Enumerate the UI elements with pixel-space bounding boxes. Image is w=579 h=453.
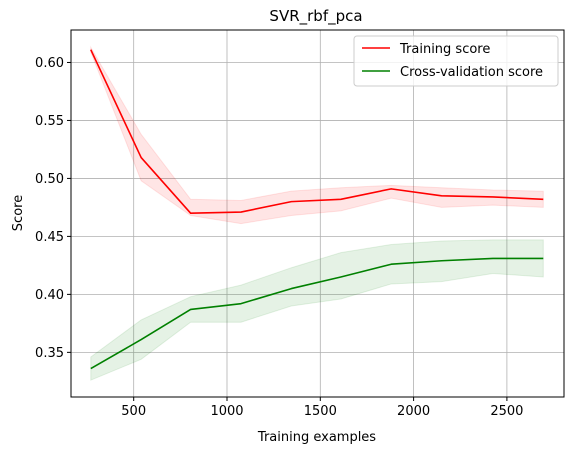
legend-box bbox=[353, 35, 559, 87]
y-tick-label: 0.45 bbox=[35, 230, 64, 245]
x-tick-label: 1500 bbox=[304, 404, 337, 419]
x-tick-label: 2500 bbox=[490, 404, 523, 419]
legend-label-training: Training score bbox=[399, 42, 490, 57]
chart-title: SVR_rbf_pca bbox=[269, 7, 362, 26]
training-score-band bbox=[90, 45, 544, 225]
y-axis-label: Score bbox=[11, 195, 26, 231]
axis-ticks: 500 1000 1500 2000 2500 0.35 0.40 0.45 0.50 0.55 0… bbox=[35, 56, 523, 419]
cross-validation-score-band bbox=[90, 239, 544, 381]
y-tick-label: 0.40 bbox=[35, 288, 64, 303]
x-tick-label: 500 bbox=[121, 404, 146, 419]
plot-frame bbox=[70, 29, 565, 398]
x-tick-label: 2000 bbox=[397, 404, 430, 419]
cross-validation-score-line bbox=[90, 257, 544, 370]
x-tick-label: 1000 bbox=[210, 404, 243, 419]
grid bbox=[71, 30, 564, 397]
confidence-bands bbox=[90, 45, 544, 381]
y-tick-label: 0.35 bbox=[35, 346, 64, 361]
training-score-line bbox=[90, 49, 544, 215]
y-tick-label: 0.60 bbox=[35, 56, 64, 71]
y-tick-label: 0.55 bbox=[35, 114, 64, 129]
y-tick-label: 0.50 bbox=[35, 172, 64, 187]
legend: Training score Cross-validation score bbox=[353, 35, 559, 87]
series-lines bbox=[90, 49, 544, 370]
legend-label-cross-validation: Cross-validation score bbox=[400, 65, 543, 80]
x-axis-label: Training examples bbox=[257, 430, 376, 445]
